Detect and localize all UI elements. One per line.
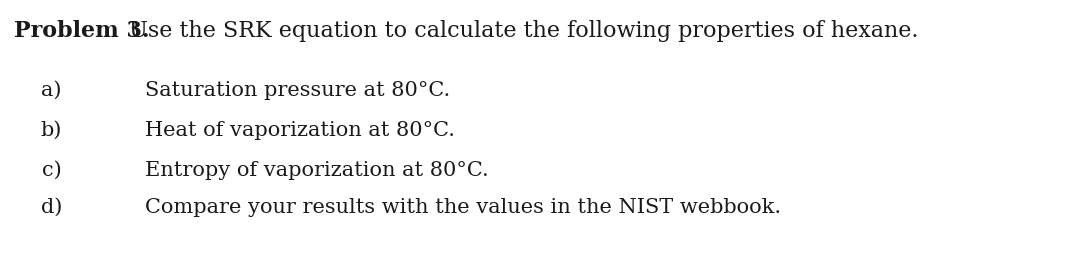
Text: a): a) — [41, 81, 62, 100]
Text: Problem 3.: Problem 3. — [14, 20, 150, 42]
Text: Use the SRK equation to calculate the following properties of hexane.: Use the SRK equation to calculate the fo… — [122, 20, 919, 42]
Text: Compare your results with the values in the NIST webbook.: Compare your results with the values in … — [146, 198, 781, 217]
Text: Entropy of vaporization at 80°C.: Entropy of vaporization at 80°C. — [146, 161, 489, 180]
Text: b): b) — [40, 121, 62, 140]
Text: Saturation pressure at 80°C.: Saturation pressure at 80°C. — [146, 81, 451, 100]
Text: c): c) — [42, 161, 62, 180]
Text: d): d) — [40, 198, 62, 217]
Text: Heat of vaporization at 80°C.: Heat of vaporization at 80°C. — [146, 121, 455, 140]
